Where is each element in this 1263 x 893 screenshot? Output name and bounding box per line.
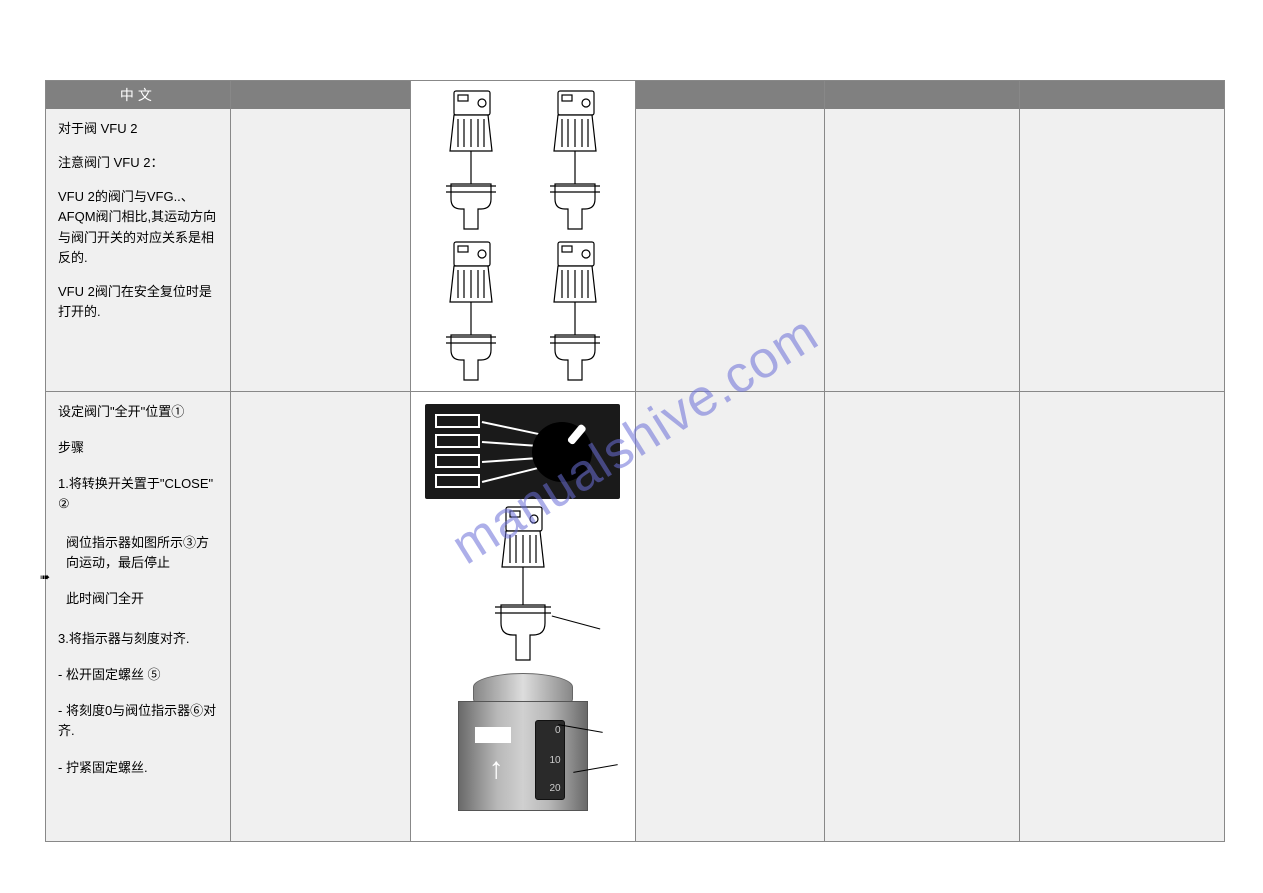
col-2-upper <box>231 81 411 392</box>
col-4-upper <box>636 81 826 392</box>
row-2: 设定阀门"全开"位置① 步骤 1.将转换开关置于"CLOSE" ② 阀位指示器如… <box>46 392 1225 842</box>
s2-line2: 步骤 <box>58 438 218 458</box>
col-1-upper: 中文 对于阀 VFU 2 注意阀门 VFU 2： VFU 2的阀门与VFG..、… <box>46 81 231 392</box>
actuator-4up-diagram <box>411 81 635 391</box>
col-6-lower <box>1020 392 1225 842</box>
actuator-4-icon <box>530 240 620 385</box>
actuator-3-icon <box>426 240 516 385</box>
s1-line4: VFU 2阀门在安全复位时是打开的. <box>58 282 218 322</box>
scale-10: 10 <box>549 755 560 766</box>
s2-line1: 设定阀门"全开"位置① <box>58 402 218 422</box>
scale-20: 20 <box>549 783 560 794</box>
col-3-upper <box>411 81 636 392</box>
direction-arrow-icon: ➠ <box>40 570 50 584</box>
col-5-upper <box>825 81 1020 392</box>
actuator-1-icon <box>426 89 516 234</box>
col-2-header <box>231 81 410 109</box>
col-6-header <box>1020 81 1224 109</box>
s1-line2: 注意阀门 VFU 2： <box>58 153 218 173</box>
scale-0: 0 <box>555 725 561 736</box>
section1-text: 对于阀 VFU 2 注意阀门 VFU 2： VFU 2的阀门与VFG..、AFQ… <box>46 109 230 391</box>
actuator-photo-icon: ↑ 0 10 20 <box>453 673 593 811</box>
actuator-single-icon <box>473 505 573 665</box>
section2-text: 设定阀门"全开"位置① 步骤 1.将转换开关置于"CLOSE" ② 阀位指示器如… <box>46 392 231 842</box>
row-1: 中文 对于阀 VFU 2 注意阀门 VFU 2： VFU 2的阀门与VFG..、… <box>46 81 1225 392</box>
manual-page: 中文 对于阀 VFU 2 注意阀门 VFU 2： VFU 2的阀门与VFG..、… <box>45 80 1225 842</box>
s2-line4: 阀位指示器如图所示③方向运动，最后停止 <box>58 533 218 573</box>
col-5-lower <box>825 392 1020 842</box>
s1-line3: VFU 2的阀门与VFG..、AFQM阀门相比,其运动方向与阀门开关的对应关系是… <box>58 187 218 268</box>
col-3-lower: ↑ 0 10 20 <box>411 392 636 842</box>
s2-line7: - 松开固定螺丝 ⑤ <box>58 665 218 685</box>
col-1-header: 中文 <box>46 81 230 109</box>
col-4-lower <box>636 392 826 842</box>
col-6-upper <box>1020 81 1225 392</box>
col-2-lower <box>231 392 411 842</box>
s2-line3: 1.将转换开关置于"CLOSE" ② <box>58 474 218 514</box>
rotary-switch-panel-icon <box>425 404 620 499</box>
s2-line9: - 拧紧固定螺丝. <box>58 758 218 778</box>
s1-line1: 对于阀 VFU 2 <box>58 119 218 139</box>
actuator-2-icon <box>530 89 620 234</box>
col-4-header <box>636 81 825 109</box>
s2-line6: 3.将指示器与刻度对齐. <box>58 629 218 649</box>
s2-line5: 此时阀门全开 <box>58 589 218 609</box>
col-5-header <box>825 81 1019 109</box>
s2-line8: - 将刻度0与阀位指示器⑥对齐. <box>58 701 218 741</box>
